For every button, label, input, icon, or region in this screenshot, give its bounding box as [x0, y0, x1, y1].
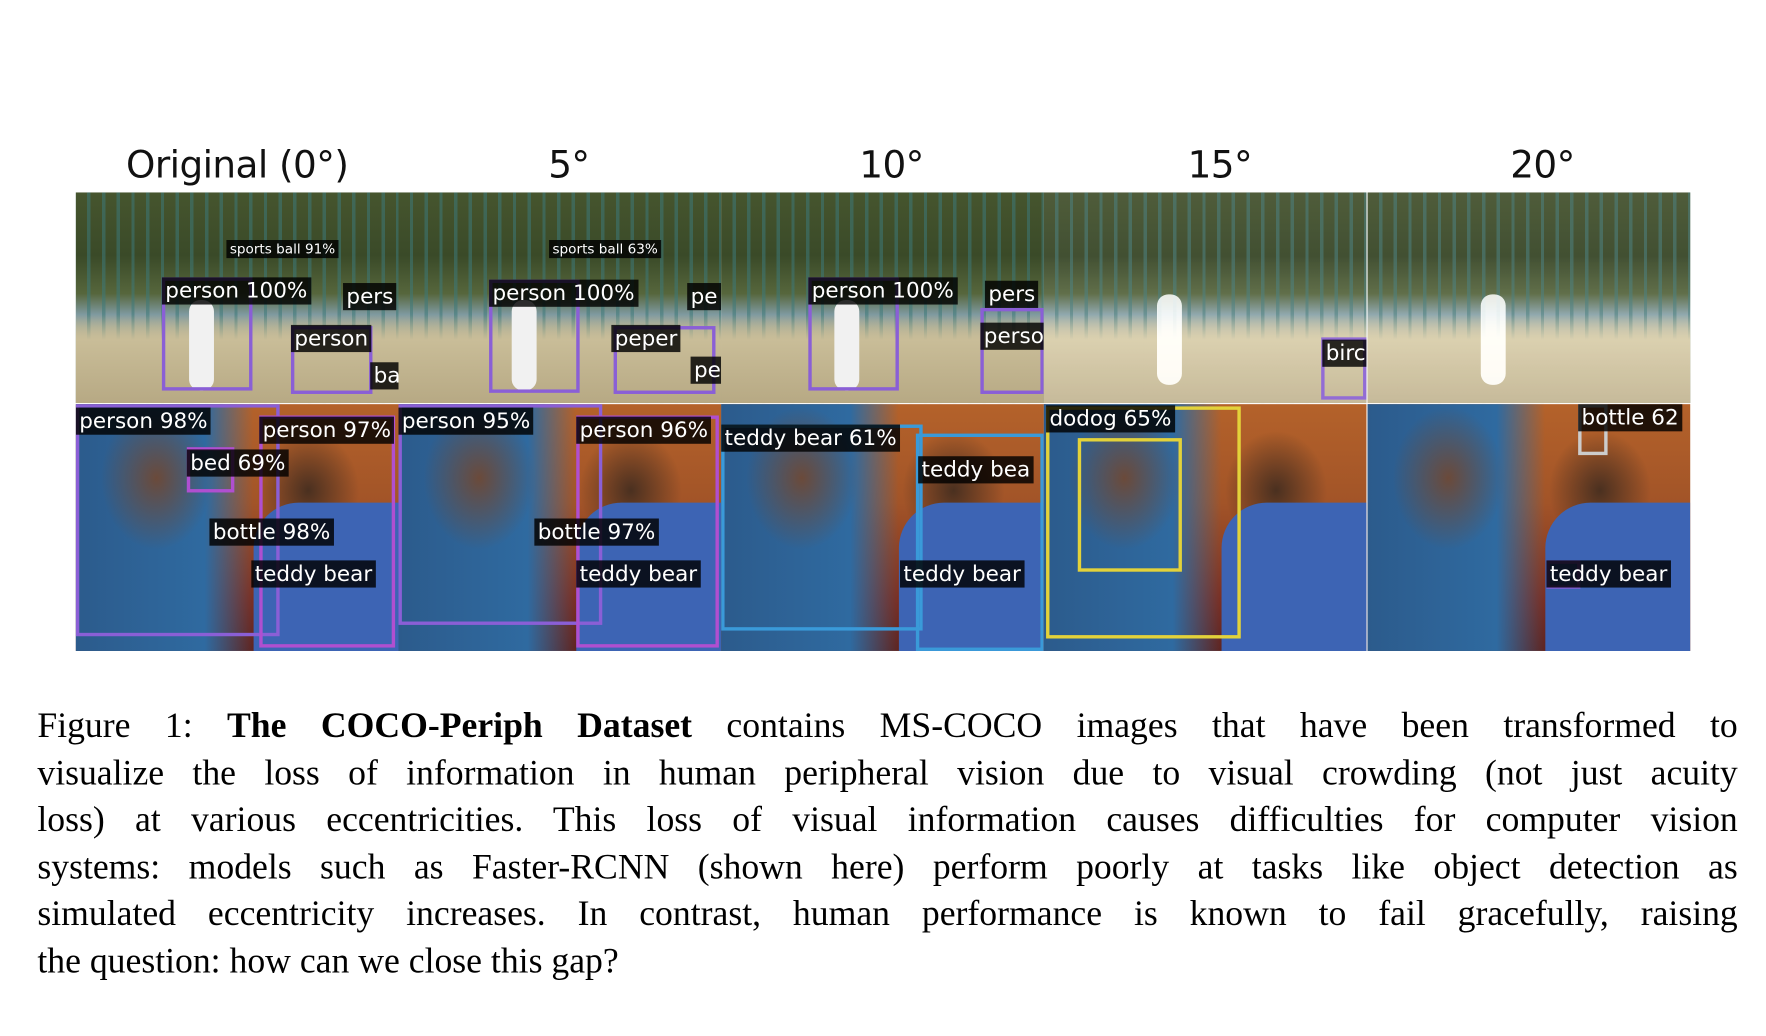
baseball-image-10deg: person 100% pers person — [721, 192, 1044, 404]
detection-label: ba — [370, 362, 399, 390]
detection-label: birc — [1322, 339, 1367, 367]
detection-label: teddy bear — [576, 560, 701, 588]
baseball-image-5deg: sports ball 63% person 100% pe pe peper — [398, 192, 722, 404]
column-header: 10° — [859, 142, 924, 187]
detection-label: pe — [687, 283, 721, 311]
detection-label: peper — [611, 324, 681, 353]
detection-label: person — [290, 324, 372, 353]
caption-line: the question: how can we close this gap? — [37, 940, 619, 981]
indoor-image-original: person 98% person 97% bed 69% bottle 98%… — [75, 404, 399, 651]
column-header: 15° — [1187, 142, 1253, 187]
detection-label: bottle 98% — [209, 518, 334, 546]
detection-label: person 97% — [259, 416, 395, 444]
detection-label: teddy bear — [1546, 560, 1671, 588]
indoor-image-15deg: dodog 65% — [1043, 404, 1367, 651]
baseball-image-15deg: birc — [1043, 192, 1367, 404]
caption-line: visualize the loss of information in hum… — [37, 752, 1738, 793]
detection-label: person 98% — [75, 407, 212, 435]
column-header: 20° — [1510, 142, 1575, 187]
detection-label: teddy bear — [900, 560, 1025, 588]
detection-label: person 95% — [398, 407, 534, 435]
detection-label: bottle 62 — [1578, 404, 1683, 432]
caption-text: contains MS-COCO images that have been t… — [692, 705, 1738, 745]
caption-line: loss) at various eccentricities. This lo… — [37, 799, 1738, 840]
detection-label: person 100% — [161, 277, 311, 305]
detection-label: sports ball 63% — [549, 240, 662, 259]
detection-label: bottle 97% — [534, 518, 659, 546]
caption-line: systems: models such as Faster-RCNN (sho… — [37, 846, 1738, 887]
caption-line: simulated eccentricity increases. In con… — [37, 893, 1738, 934]
detection-label: person 96% — [576, 416, 712, 444]
indoor-image-10deg: teddy bear 61% teddy bea teddy bear — [721, 404, 1044, 651]
caption-line: Figure 1: The COCO-Periph Dataset contai… — [37, 702, 1737, 749]
column-header: 5° — [548, 142, 590, 187]
baseball-image-original: sports ball 91% person 100% pers person … — [75, 192, 399, 404]
figure-caption: Figure 1: The COCO-Periph Dataset contai… — [37, 702, 1737, 985]
detection-label: bed 69% — [186, 449, 289, 477]
detection-label: teddy bear — [251, 560, 376, 588]
detection-label: person 100% — [489, 279, 638, 307]
detection-label: pe — [690, 356, 722, 384]
detection-label: teddy bea — [918, 456, 1034, 484]
indoor-image-5deg: person 95% person 96% bottle 97% teddy b… — [398, 404, 722, 651]
caption-title: The COCO-Periph Dataset — [227, 705, 693, 745]
column-header: Original (0°) — [126, 142, 349, 187]
detection-label: pers — [343, 283, 397, 311]
detection-label: pers — [984, 280, 1039, 308]
indoor-image-20deg: bottle 62 teddy bear — [1367, 404, 1691, 651]
detection-label: person — [980, 322, 1044, 350]
caption-label: Figure 1: — [37, 705, 228, 745]
detection-label: sports ball 91% — [226, 240, 339, 259]
detection-label: teddy bear 61% — [721, 424, 901, 452]
detection-label: person 100% — [808, 277, 958, 305]
detection-label: dodog 65% — [1046, 405, 1175, 433]
baseball-image-20deg — [1367, 192, 1691, 404]
